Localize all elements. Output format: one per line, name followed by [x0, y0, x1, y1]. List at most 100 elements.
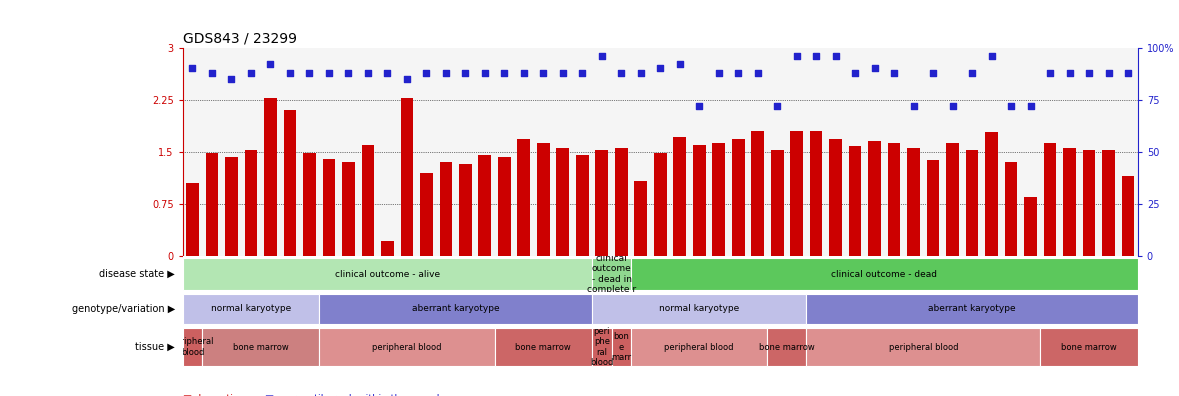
Bar	[693, 145, 705, 256]
Point	[1080, 69, 1099, 76]
Bar	[381, 241, 394, 256]
Bar	[806, 328, 1040, 366]
Text: normal karyotype: normal karyotype	[659, 305, 739, 314]
Bar	[771, 150, 784, 256]
Bar	[806, 294, 1138, 324]
Bar	[1082, 150, 1095, 256]
Bar	[673, 137, 686, 256]
Point	[690, 103, 709, 109]
Point	[710, 69, 729, 76]
Bar	[712, 143, 725, 256]
Bar	[264, 97, 277, 256]
Text: peripheral blood: peripheral blood	[889, 343, 959, 352]
Point	[436, 69, 455, 76]
Bar	[947, 143, 959, 256]
Point	[923, 69, 942, 76]
Bar	[518, 139, 531, 256]
Bar	[320, 328, 494, 366]
Bar	[556, 148, 569, 256]
Bar	[323, 159, 335, 256]
Point	[456, 69, 475, 76]
Point	[320, 69, 338, 76]
Point	[261, 61, 279, 67]
Point	[514, 69, 533, 76]
Bar	[732, 139, 744, 256]
Point	[397, 76, 416, 82]
Point	[1119, 69, 1138, 76]
Text: genotype/variation ▶: genotype/variation ▶	[72, 304, 176, 314]
Bar	[631, 328, 768, 366]
Text: clinical outcome - alive: clinical outcome - alive	[335, 270, 440, 278]
Bar	[1063, 148, 1076, 256]
Text: bon
e
marr: bon e marr	[611, 332, 631, 362]
Bar	[362, 145, 374, 256]
Bar	[966, 150, 979, 256]
Bar	[284, 110, 296, 256]
Point	[417, 69, 436, 76]
Text: clinical
outcome
- dead in
complete r: clinical outcome - dead in complete r	[587, 254, 637, 294]
Bar	[615, 148, 627, 256]
Bar	[420, 173, 433, 256]
Bar	[494, 328, 592, 366]
Point	[1002, 103, 1021, 109]
Point	[788, 53, 806, 59]
Point	[845, 69, 864, 76]
Point	[806, 53, 825, 59]
Bar	[1043, 143, 1056, 256]
Bar	[810, 131, 823, 256]
Text: bone marrow: bone marrow	[515, 343, 571, 352]
Bar	[183, 258, 592, 290]
Bar	[203, 328, 320, 366]
Point	[768, 103, 786, 109]
Point	[826, 53, 845, 59]
Text: aberrant karyotype: aberrant karyotype	[411, 305, 500, 314]
Bar	[205, 153, 218, 256]
Point	[884, 69, 903, 76]
Point	[222, 76, 241, 82]
Bar	[186, 183, 199, 256]
Point	[358, 69, 377, 76]
Bar	[1025, 197, 1036, 256]
Point	[631, 69, 650, 76]
Text: bone marrow: bone marrow	[1061, 343, 1117, 352]
Bar	[829, 139, 842, 256]
Point	[573, 69, 592, 76]
Bar	[320, 294, 592, 324]
Text: aberrant karyotype: aberrant karyotype	[928, 305, 1016, 314]
Point	[592, 53, 611, 59]
Bar	[927, 160, 940, 256]
Point	[1060, 69, 1079, 76]
Bar	[303, 153, 316, 256]
Point	[475, 69, 494, 76]
Bar	[768, 328, 806, 366]
Point	[865, 65, 884, 72]
Text: bone marrow: bone marrow	[759, 343, 815, 352]
Text: ■  log ratio: ■ log ratio	[183, 394, 238, 396]
Point	[340, 69, 358, 76]
Bar	[908, 148, 920, 256]
Point	[183, 65, 202, 72]
Point	[281, 69, 299, 76]
Point	[729, 69, 747, 76]
Bar	[592, 258, 631, 290]
Bar	[868, 141, 881, 256]
Point	[982, 53, 1001, 59]
Bar	[654, 153, 666, 256]
Point	[1099, 69, 1118, 76]
Bar	[849, 146, 862, 256]
Bar	[342, 162, 355, 256]
Point	[962, 69, 981, 76]
Bar	[401, 97, 413, 256]
Bar	[592, 328, 612, 366]
Bar	[592, 294, 806, 324]
Point	[1021, 103, 1040, 109]
Bar	[440, 162, 453, 256]
Text: tissue ▶: tissue ▶	[136, 342, 176, 352]
Bar	[459, 164, 472, 256]
Bar	[790, 131, 803, 256]
Point	[671, 61, 690, 67]
Bar	[225, 157, 238, 256]
Point	[749, 69, 768, 76]
Bar	[1102, 150, 1115, 256]
Point	[242, 69, 261, 76]
